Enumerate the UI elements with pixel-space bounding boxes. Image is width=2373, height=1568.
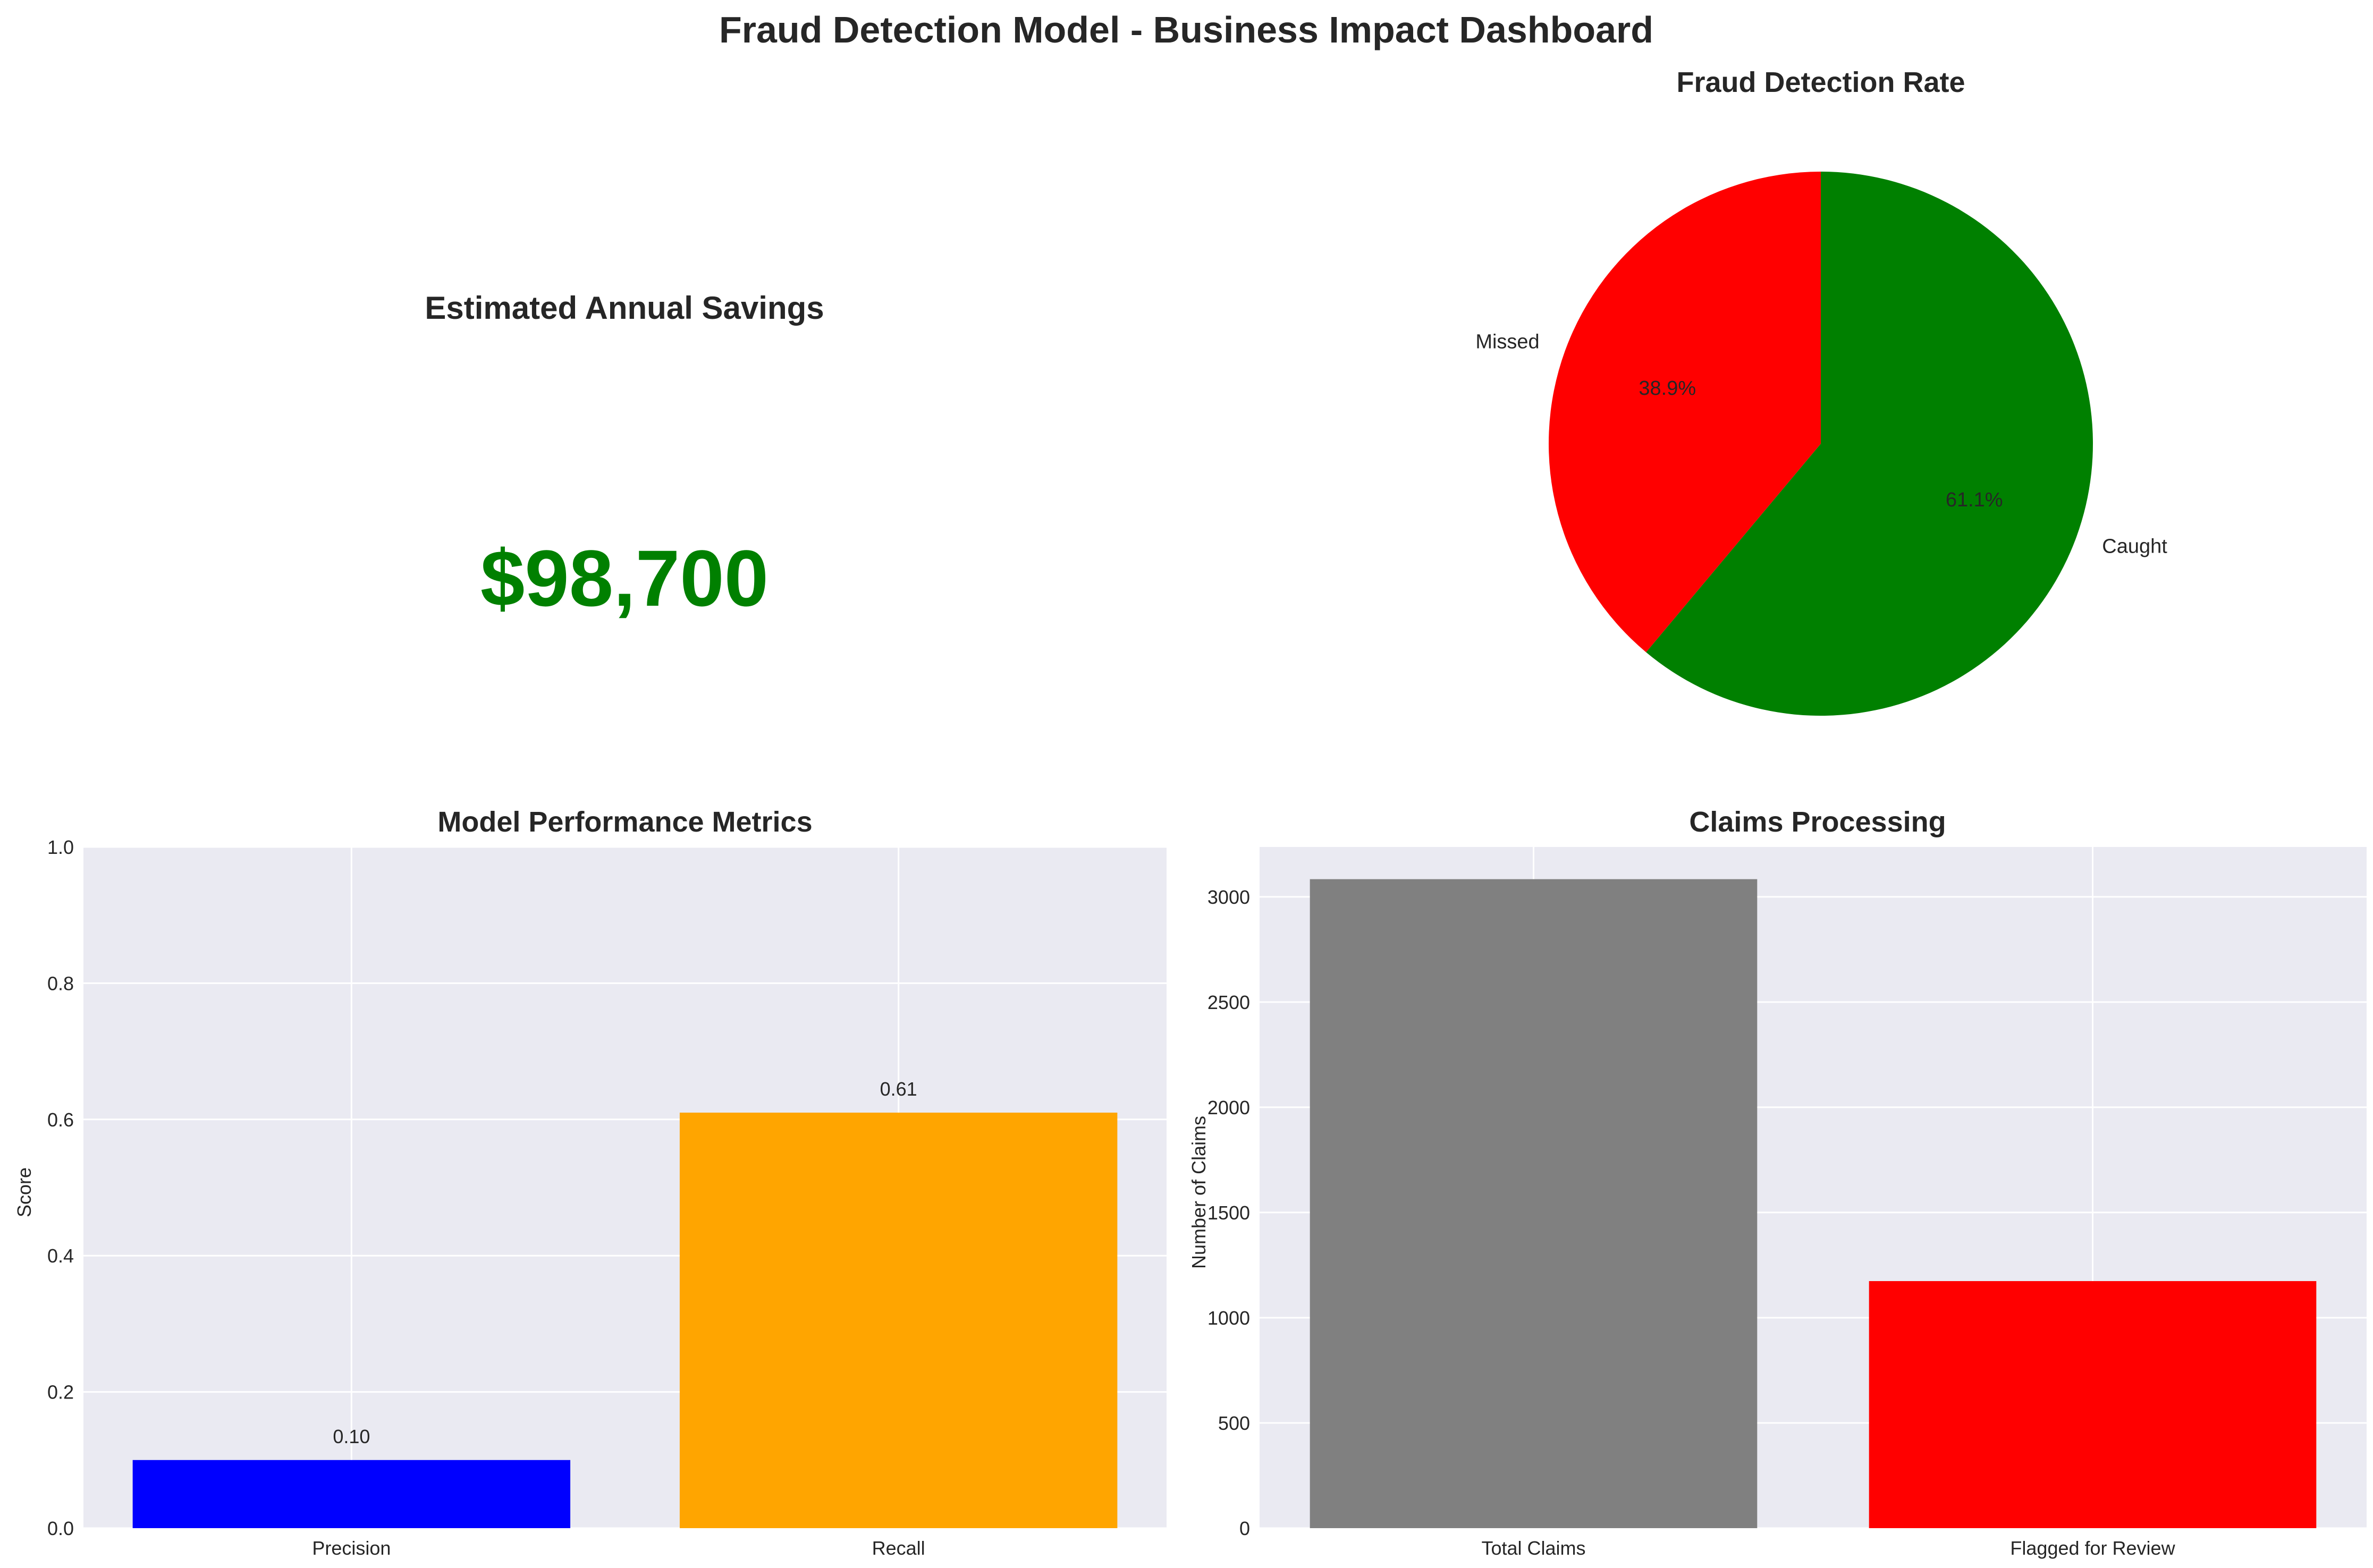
metrics-ylabel: Score — [13, 1167, 35, 1217]
y-tick-label: 1.0 — [47, 836, 74, 858]
y-tick-label: 0 — [1239, 1518, 1250, 1539]
bar-value-label: 0.10 — [333, 1426, 370, 1447]
pie-slice-missed — [1549, 172, 1821, 652]
pie-pct-caught: 61.1% — [1946, 489, 2003, 511]
fraud-detection-pie-panel: Fraud Detection Rate Caught 61.1% Missed 38… — [1475, 66, 2167, 716]
bar-flagged-for-review — [1869, 1281, 2317, 1528]
y-tick-label: 2000 — [1207, 1097, 1250, 1118]
y-tick-label: 0.2 — [47, 1381, 74, 1403]
claims-processing-panel: Claims Processing Number of Claims 0 500 1… — [1188, 806, 2367, 1559]
pie-label-caught: Caught — [2102, 535, 2167, 557]
performance-metrics-panel: Model Performance Metrics Score 0.00.20.… — [13, 806, 1167, 1559]
bar-total-claims — [1310, 879, 1758, 1528]
savings-title: Estimated Annual Savings — [425, 290, 824, 326]
claims-title: Claims Processing — [1689, 806, 1946, 838]
y-tick-label: 3000 — [1207, 886, 1250, 908]
claims-plot: 0 500 1000 1500 2000 2500 3000 Total Claims Flag… — [1207, 847, 2367, 1559]
x-tick-label: Flagged for Review — [2010, 1537, 2175, 1559]
savings-value: $98,700 — [480, 533, 769, 623]
pie-title: Fraud Detection Rate — [1676, 66, 1965, 98]
bar-recall — [679, 1112, 1118, 1528]
x-tick-label: Precision — [312, 1537, 391, 1559]
y-tick-label: 0.8 — [47, 972, 74, 994]
bar-value-label: 0.61 — [880, 1078, 917, 1100]
figure-title: Fraud Detection Model - Business Impact … — [719, 9, 1653, 50]
bar-precision — [132, 1460, 571, 1528]
y-tick-label: 1000 — [1207, 1307, 1250, 1329]
y-tick-label: 0.0 — [47, 1518, 74, 1539]
metrics-plot: 0.0 0.2 0.4 0.6 0.8 1.0 Precision 0.10 Recall 0.6… — [47, 836, 1167, 1559]
y-tick-label: 500 — [1218, 1412, 1250, 1434]
y-tick-label: 0.4 — [47, 1245, 74, 1267]
claims-ylabel: Number of Claims — [1188, 1116, 1210, 1269]
metrics-title: Model Performance Metrics — [437, 806, 812, 838]
pie-pct-missed: 38.9% — [1639, 377, 1696, 400]
x-tick-label: Total Claims — [1481, 1537, 1585, 1559]
y-tick-label: 0.6 — [47, 1109, 74, 1131]
x-tick-label: Recall — [872, 1537, 925, 1559]
pie-slice-caught — [1646, 172, 2093, 716]
y-tick-label: 1500 — [1207, 1202, 1250, 1224]
y-tick-label: 2500 — [1207, 991, 1250, 1013]
savings-panel: Estimated Annual Savings $98,700 — [425, 290, 824, 623]
pie-slices: Caught 61.1% Missed 38.9% — [1475, 172, 2167, 716]
pie-label-missed: Missed — [1475, 331, 1539, 353]
